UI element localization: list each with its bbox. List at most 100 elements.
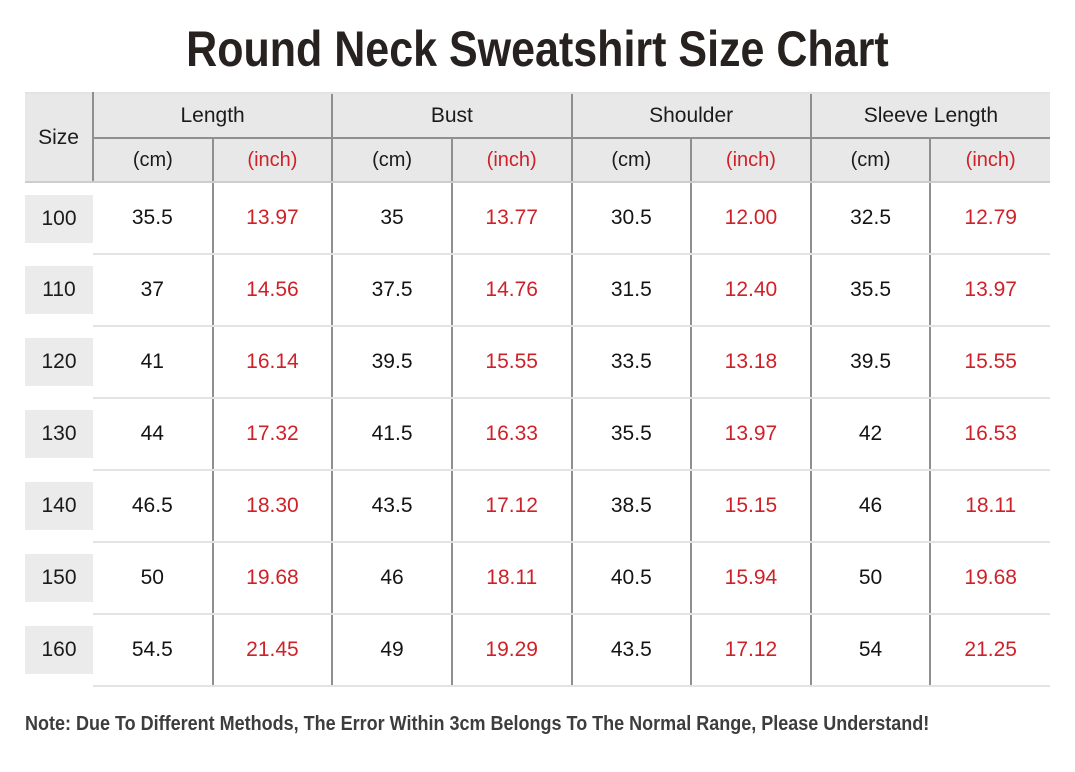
bust-cm-cell: 46 bbox=[331, 542, 452, 615]
shoulder-inch-cell: 13.97 bbox=[690, 398, 811, 471]
sleeve-cm-cell: 39.5 bbox=[809, 326, 931, 399]
shoulder-inch-cell: 13.18 bbox=[690, 326, 811, 399]
length-cm-cell: 46.5 bbox=[93, 470, 213, 543]
length-inch-cell: 14.56 bbox=[211, 254, 333, 327]
sleeve-inch-cell: 15.55 bbox=[929, 326, 1050, 399]
bust-inch-cell: 14.76 bbox=[450, 254, 572, 327]
table-body: 100 35.5 13.97 35 13.77 30.5 12.00 32.5 … bbox=[25, 182, 1050, 687]
shoulder-inch-cell: 12.40 bbox=[690, 254, 811, 327]
header-sleeve-inch: (inch) bbox=[929, 138, 1050, 183]
sleeve-inch-cell: 12.79 bbox=[929, 182, 1050, 255]
sleeve-cm-cell: 46 bbox=[809, 470, 931, 543]
header-bust-inch: (inch) bbox=[450, 138, 572, 183]
length-cm-cell: 54.5 bbox=[93, 614, 213, 687]
header-group-length: Length bbox=[91, 92, 333, 139]
header-length-cm: (cm) bbox=[93, 138, 213, 183]
size-value: 110 bbox=[25, 266, 93, 314]
bust-inch-cell: 15.55 bbox=[450, 326, 572, 399]
sleeve-cm-cell: 42 bbox=[809, 398, 931, 471]
bust-cm-cell: 49 bbox=[331, 614, 452, 687]
length-inch-cell: 16.14 bbox=[211, 326, 333, 399]
bust-cm-cell: 39.5 bbox=[331, 326, 452, 399]
header-size: Size bbox=[25, 92, 94, 183]
sleeve-cm-cell: 32.5 bbox=[809, 182, 931, 255]
header-group-row: Size Length Bust Shoulder Sleeve Length bbox=[25, 92, 1050, 183]
size-cell: 150 bbox=[25, 542, 93, 614]
page-title: Round Neck Sweatshirt Size Chart bbox=[0, 10, 1075, 88]
sleeve-cm-cell: 50 bbox=[809, 542, 931, 615]
bust-cm-cell: 43.5 bbox=[331, 470, 452, 543]
size-value: 100 bbox=[25, 194, 93, 243]
bust-inch-cell: 18.11 bbox=[450, 542, 572, 615]
length-cm-cell: 50 bbox=[93, 542, 213, 615]
page-title-text: Round Neck Sweatshirt Size Chart bbox=[186, 21, 889, 77]
sleeve-inch-cell: 19.68 bbox=[929, 542, 1050, 615]
table-row-size-130: 130 44 17.32 41.5 16.33 35.5 13.97 42 16… bbox=[25, 398, 1050, 471]
length-cm-cell: 35.5 bbox=[93, 182, 213, 255]
size-chart-page: Round Neck Sweatshirt Size Chart Size Le… bbox=[0, 10, 1075, 736]
header-group-bust: Bust bbox=[331, 92, 572, 139]
table-row-size-110: 110 37 14.56 37.5 14.76 31.5 12.40 35.5 … bbox=[25, 254, 1050, 327]
header-bust-cm: (cm) bbox=[331, 138, 452, 183]
shoulder-cm-cell: 33.5 bbox=[570, 326, 692, 399]
sleeve-inch-cell: 21.25 bbox=[929, 614, 1050, 687]
bust-cm-cell: 41.5 bbox=[331, 398, 452, 471]
note-text: Note: Due To Different Methods, The Erro… bbox=[25, 713, 1075, 736]
length-inch-cell: 19.68 bbox=[211, 542, 333, 615]
length-inch-cell: 18.30 bbox=[211, 470, 333, 543]
header-length-inch: (inch) bbox=[211, 138, 333, 183]
size-value: 150 bbox=[25, 554, 93, 602]
header-shoulder-cm: (cm) bbox=[570, 138, 692, 183]
bust-inch-cell: 19.29 bbox=[450, 614, 572, 687]
size-value: 130 bbox=[25, 410, 93, 458]
shoulder-inch-cell: 17.12 bbox=[690, 614, 811, 687]
bust-inch-cell: 13.77 bbox=[450, 182, 572, 255]
shoulder-cm-cell: 30.5 bbox=[570, 182, 692, 255]
shoulder-cm-cell: 43.5 bbox=[570, 614, 692, 687]
size-cell: 100 bbox=[25, 182, 93, 254]
table-row-size-160: 160 54.5 21.45 49 19.29 43.5 17.12 54 21… bbox=[25, 614, 1050, 687]
length-inch-cell: 21.45 bbox=[211, 614, 333, 687]
note-text-content: Note: Due To Different Methods, The Erro… bbox=[25, 713, 930, 735]
shoulder-cm-cell: 35.5 bbox=[570, 398, 692, 471]
shoulder-cm-cell: 40.5 bbox=[570, 542, 692, 615]
length-cm-cell: 37 bbox=[93, 254, 213, 327]
size-cell: 120 bbox=[25, 326, 93, 398]
length-cm-cell: 41 bbox=[93, 326, 213, 399]
size-value: 120 bbox=[25, 338, 93, 386]
length-inch-cell: 17.32 bbox=[211, 398, 333, 471]
size-value: 160 bbox=[25, 626, 93, 674]
header-group-shoulder: Shoulder bbox=[570, 92, 811, 139]
length-inch-cell: 13.97 bbox=[211, 182, 333, 255]
sleeve-cm-cell: 54 bbox=[809, 614, 931, 687]
sleeve-inch-cell: 13.97 bbox=[929, 254, 1050, 327]
table-row-size-120: 120 41 16.14 39.5 15.55 33.5 13.18 39.5 … bbox=[25, 326, 1050, 399]
bust-inch-cell: 17.12 bbox=[450, 470, 572, 543]
shoulder-cm-cell: 38.5 bbox=[570, 470, 692, 543]
header-sleeve-cm: (cm) bbox=[809, 138, 931, 183]
header-unit-row: (cm) (inch) (cm) (inch) (cm) (inch) (cm)… bbox=[25, 138, 1050, 183]
bust-inch-cell: 16.33 bbox=[450, 398, 572, 471]
table-header: Size Length Bust Shoulder Sleeve Length … bbox=[25, 92, 1050, 183]
sleeve-inch-cell: 16.53 bbox=[929, 398, 1050, 471]
size-cell: 130 bbox=[25, 398, 93, 470]
bust-cm-cell: 35 bbox=[331, 182, 452, 255]
header-shoulder-inch: (inch) bbox=[690, 138, 811, 183]
size-chart-table: Size Length Bust Shoulder Sleeve Length … bbox=[25, 92, 1050, 687]
shoulder-inch-cell: 15.15 bbox=[690, 470, 811, 543]
table-row-size-150: 150 50 19.68 46 18.11 40.5 15.94 50 19.6… bbox=[25, 542, 1050, 615]
size-cell: 110 bbox=[25, 254, 93, 326]
sleeve-inch-cell: 18.11 bbox=[929, 470, 1050, 543]
shoulder-cm-cell: 31.5 bbox=[570, 254, 692, 327]
size-value: 140 bbox=[25, 482, 93, 530]
size-cell: 140 bbox=[25, 470, 93, 542]
header-group-sleeve-length: Sleeve Length bbox=[809, 92, 1050, 139]
size-cell: 160 bbox=[25, 614, 93, 686]
table-row-size-140: 140 46.5 18.30 43.5 17.12 38.5 15.15 46 … bbox=[25, 470, 1050, 543]
shoulder-inch-cell: 12.00 bbox=[690, 182, 811, 255]
table-row-size-100: 100 35.5 13.97 35 13.77 30.5 12.00 32.5 … bbox=[25, 182, 1050, 255]
sleeve-cm-cell: 35.5 bbox=[809, 254, 931, 327]
shoulder-inch-cell: 15.94 bbox=[690, 542, 811, 615]
length-cm-cell: 44 bbox=[93, 398, 213, 471]
bust-cm-cell: 37.5 bbox=[331, 254, 452, 327]
